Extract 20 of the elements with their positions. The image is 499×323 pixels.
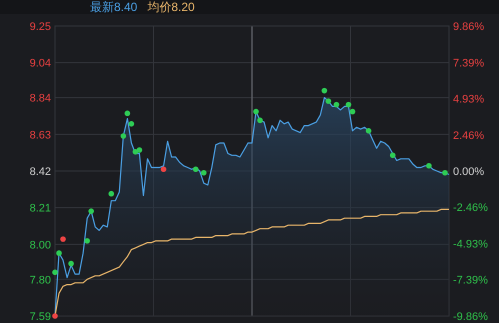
y-tick-label: 8.84 bbox=[30, 92, 51, 105]
y-tick-label: 7.59 bbox=[30, 311, 51, 323]
text: 均价8.20 bbox=[146, 0, 196, 14]
y-tick-label: 8.00 bbox=[30, 239, 51, 252]
text: 最新8.40 bbox=[90, 0, 138, 14]
y2-tick-label: -2.46% bbox=[453, 202, 488, 214]
y2-tick-label: -9.86% bbox=[453, 311, 488, 323]
y-tick-label: 8.21 bbox=[30, 202, 51, 215]
y-tick-label: 8.63 bbox=[30, 129, 51, 142]
y2-tick-label: -4.93% bbox=[453, 238, 488, 250]
y-tick-label: 9.04 bbox=[30, 58, 51, 70]
y2-tick-label: 0.00% bbox=[453, 166, 484, 178]
y-tick-label: 9.25 bbox=[30, 21, 51, 33]
y2-tick-label: 2.46% bbox=[453, 130, 484, 142]
y2-tick-label: 9.86% bbox=[453, 21, 484, 33]
y-tick-label: 7.80 bbox=[30, 274, 51, 286]
y-tick-label: 8.42 bbox=[30, 166, 51, 178]
y2-tick-label: -7.39% bbox=[453, 274, 488, 287]
y2-tick-label: 4.93% bbox=[453, 94, 484, 106]
y2-tick-label: 7.39% bbox=[453, 57, 484, 70]
